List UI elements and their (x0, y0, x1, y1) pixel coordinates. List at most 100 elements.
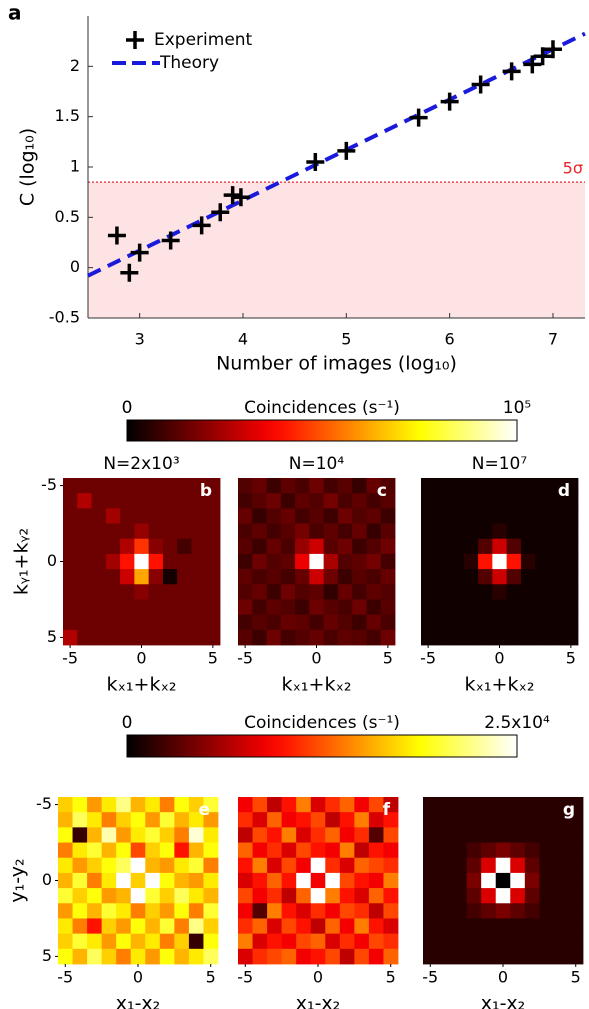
heatmap-cell (72, 872, 88, 889)
heatmap-cell (539, 827, 555, 843)
heatmap-cell (325, 888, 341, 904)
x-axis-label: kₓ₁+kₓ₂ (106, 674, 176, 696)
heatmap-cell (466, 827, 482, 843)
heatmap-cell (238, 888, 253, 904)
heatmap-cell (310, 842, 326, 859)
heatmap-cell (325, 842, 341, 859)
heatmap-cell (252, 842, 268, 859)
heatmap-cell (295, 553, 310, 570)
heatmap-cell (238, 903, 253, 919)
heatmap-cell (466, 857, 482, 874)
heatmap-cell (423, 872, 438, 889)
heatmap-cell (539, 903, 555, 919)
x-tick-label: -5 (422, 968, 438, 987)
heatmap-cell (252, 918, 268, 935)
heatmap-cell (506, 584, 522, 600)
heatmap-cell (478, 523, 493, 540)
heatmap-cell (520, 629, 536, 646)
heatmap-cell (535, 553, 550, 570)
heatmap-cell (310, 872, 326, 889)
heatmap-cell (354, 797, 370, 813)
heatmap-cell (252, 538, 267, 555)
heatmap-cell (252, 569, 267, 585)
heatmap-cell (339, 872, 355, 889)
heatmap-cell (174, 857, 190, 874)
x-tick-label: 7 (548, 330, 558, 349)
colorbar-label: Coincidences (s⁻¹) (244, 713, 400, 733)
heatmap-cell (437, 948, 453, 965)
heatmap-cell (524, 827, 540, 843)
x-tick-label: 0 (136, 649, 146, 668)
heatmap-cell (134, 599, 150, 616)
heatmap-cell (120, 523, 135, 540)
heatmap-cell (352, 538, 367, 555)
heatmap-cell (252, 872, 268, 889)
heatmap-cell (463, 629, 479, 646)
data-point (543, 40, 562, 59)
panel-letter: c (377, 481, 387, 501)
heatmap-cell (452, 812, 468, 828)
x-tick-label: 5 (386, 968, 396, 987)
heatmap-cell (252, 857, 268, 874)
x-tick-label: -5 (420, 649, 436, 668)
heatmap-cell (101, 918, 117, 935)
heatmap-cell (568, 933, 584, 950)
heatmap-cell (174, 888, 190, 904)
heatmap-cell (309, 508, 325, 524)
heatmap-cell (162, 553, 178, 570)
heatmap-cell (354, 933, 370, 950)
heatmap-cell (524, 903, 540, 919)
heatmap-cell (177, 629, 192, 646)
heatmap-cell (267, 857, 283, 874)
heatmap-cell (281, 842, 297, 859)
heatmap-cell (366, 538, 382, 555)
data-point (502, 62, 521, 81)
heatmap-cell (280, 478, 296, 494)
heatmap-cell (281, 872, 297, 889)
heatmap-cell (352, 629, 367, 646)
colorbar-tick-label: 0 (122, 398, 133, 418)
heatmap-cell (77, 538, 92, 555)
data-point (471, 75, 490, 94)
heatmap-cell (423, 797, 438, 813)
heatmap-cell (449, 584, 465, 600)
heatmap-cell (339, 827, 355, 843)
heatmap-cell (421, 478, 436, 494)
heatmap-cell (145, 797, 161, 813)
heatmap-cell (520, 584, 536, 600)
heatmap-cell (295, 538, 310, 555)
heatmap-cell (116, 888, 132, 904)
heatmap-cell (323, 584, 339, 600)
heatmap-cell (452, 797, 468, 813)
panel-letter: a (8, 1, 22, 25)
heatmap-cell (481, 842, 497, 859)
heatmap-cell (549, 614, 565, 631)
heatmap-cell (91, 478, 107, 494)
heatmap-cell (188, 857, 204, 874)
heatmap-cell (252, 629, 267, 646)
heatmap-cell (421, 508, 436, 524)
heatmap-cell (553, 888, 569, 904)
heatmap-cell (177, 584, 192, 600)
heatmap-cell (116, 903, 132, 919)
heatmap-cell (63, 629, 78, 646)
heatmap-cell (366, 478, 382, 494)
heatmap-cell (368, 797, 384, 813)
data-point (107, 226, 126, 245)
heatmap-cell (130, 857, 146, 874)
heatmap-cell (421, 553, 436, 570)
heatmap-cell (535, 478, 550, 494)
heatmap-cell (134, 508, 150, 524)
threshold-label: 5σ (563, 159, 583, 178)
heatmap-cell (188, 797, 204, 813)
heatmap-cell (205, 584, 221, 600)
heatmap-cell (495, 933, 511, 950)
y-tick-label: 1 (70, 157, 80, 176)
heatmap-cell (203, 948, 219, 965)
heatmap-cell (339, 812, 355, 828)
heatmap-cell (191, 553, 207, 570)
heatmap-cell (72, 842, 88, 859)
heatmap-cell (105, 614, 121, 631)
x-tick-label: 5 (566, 649, 576, 668)
heatmap-cell (368, 842, 384, 859)
